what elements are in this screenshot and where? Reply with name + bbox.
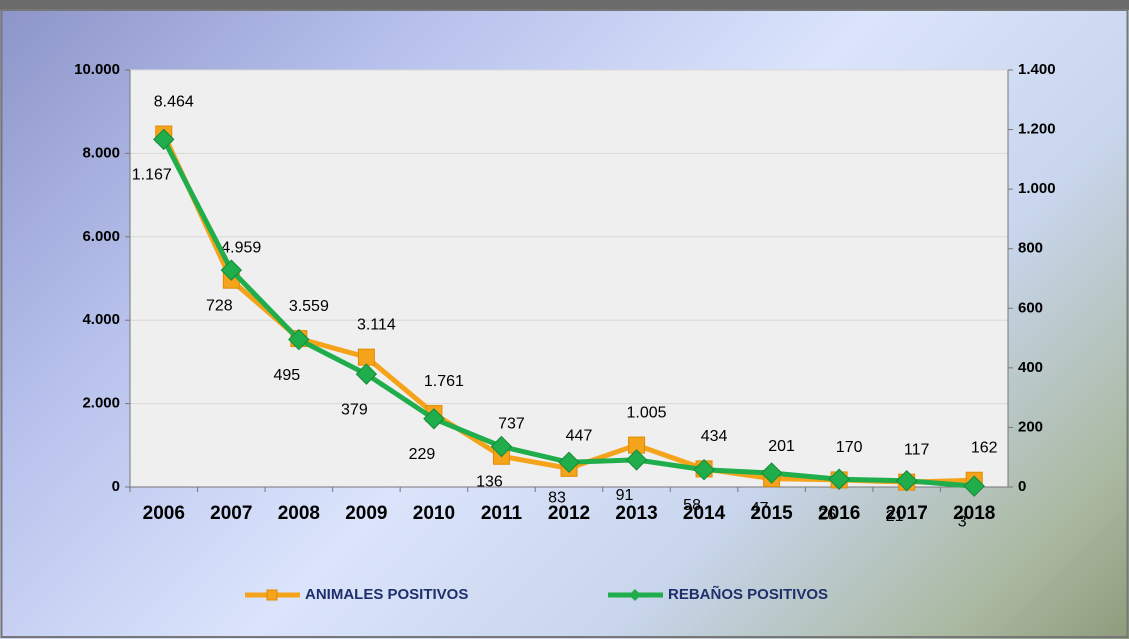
value-label: 447 xyxy=(566,428,593,445)
value-label: 136 xyxy=(476,474,503,491)
y-tick-label: 2.000 xyxy=(82,395,120,412)
border xyxy=(0,9,1129,638)
value-label: 117 xyxy=(904,441,930,458)
marker xyxy=(895,470,918,492)
value-label: 3.114 xyxy=(357,316,396,333)
value-label: 201 xyxy=(768,438,795,455)
marker xyxy=(423,408,445,430)
y-tick-label: 6.000 xyxy=(82,228,120,245)
marker xyxy=(490,435,513,458)
y2-tick-label: 1.200 xyxy=(1018,121,1056,138)
marker xyxy=(355,363,378,385)
legend-label: ANIMALES POSITIVOS xyxy=(305,586,468,603)
x-tick-label: 2017 xyxy=(886,503,928,524)
marker xyxy=(558,451,580,473)
x-tick-label: 2009 xyxy=(345,503,387,524)
value-label: 3 xyxy=(958,513,967,530)
y2-tick-label: 400 xyxy=(1018,359,1043,376)
marker xyxy=(963,475,985,497)
value-label: 379 xyxy=(341,401,368,418)
x-tick-label: 2008 xyxy=(278,503,320,524)
value-label: 737 xyxy=(498,415,525,432)
marker xyxy=(153,128,175,151)
x-tick-label: 2010 xyxy=(413,503,455,524)
x-tick-label: 2015 xyxy=(750,503,793,524)
y2-tick-label: 1.400 xyxy=(1018,61,1056,78)
x-tick-label: 2018 xyxy=(953,503,995,524)
marker xyxy=(625,449,648,471)
x-tick-label: 2014 xyxy=(683,503,726,524)
marker xyxy=(828,468,850,490)
value-label: 47 xyxy=(751,500,769,517)
x-tick-label: 2007 xyxy=(210,503,252,524)
marker xyxy=(693,459,715,481)
value-label: 170 xyxy=(836,439,863,456)
marker xyxy=(760,462,783,484)
plot-area xyxy=(130,70,1008,487)
legend-marker xyxy=(629,589,641,601)
value-label: 4.959 xyxy=(221,239,261,256)
top-band xyxy=(0,0,1129,10)
value-label: 83 xyxy=(548,489,566,506)
value-label: 495 xyxy=(273,367,300,384)
value-label: 229 xyxy=(409,446,436,463)
y-tick-label: 10.000 xyxy=(74,61,120,78)
value-label: 91 xyxy=(616,487,634,504)
y2-tick-label: 200 xyxy=(1018,418,1043,435)
y2-tick-label: 1.000 xyxy=(1018,180,1056,197)
value-label: 21 xyxy=(886,508,904,525)
value-label: 1.005 xyxy=(627,404,667,421)
value-label: 1.167 xyxy=(132,167,172,184)
marker xyxy=(220,259,243,281)
value-label: 26 xyxy=(818,506,836,523)
legend-marker xyxy=(266,589,278,601)
y2-tick-label: 800 xyxy=(1018,240,1043,257)
value-label: 8.464 xyxy=(154,93,194,110)
y-tick-label: 8.000 xyxy=(82,144,120,161)
value-label: 434 xyxy=(701,428,728,445)
legend-label: REBAÑOS POSITIVOS xyxy=(668,585,828,603)
value-label: 58 xyxy=(683,497,701,514)
x-tick-label: 2013 xyxy=(615,503,657,524)
marker xyxy=(288,328,310,351)
y2-tick-label: 600 xyxy=(1018,299,1043,316)
value-label: 728 xyxy=(206,297,233,314)
y-tick-label: 4.000 xyxy=(82,311,120,328)
value-label: 162 xyxy=(971,439,998,456)
y2-tick-label: 0 xyxy=(1018,478,1026,495)
value-label: 1.761 xyxy=(424,373,464,390)
marker xyxy=(357,348,375,366)
x-tick-label: 2006 xyxy=(143,503,185,524)
x-tick-label: 2016 xyxy=(818,503,860,524)
y-tick-label: 0 xyxy=(112,478,120,495)
value-label: 3.559 xyxy=(289,298,329,315)
x-tick-label: 2011 xyxy=(481,503,523,524)
x-tick-label: 2012 xyxy=(548,503,590,524)
